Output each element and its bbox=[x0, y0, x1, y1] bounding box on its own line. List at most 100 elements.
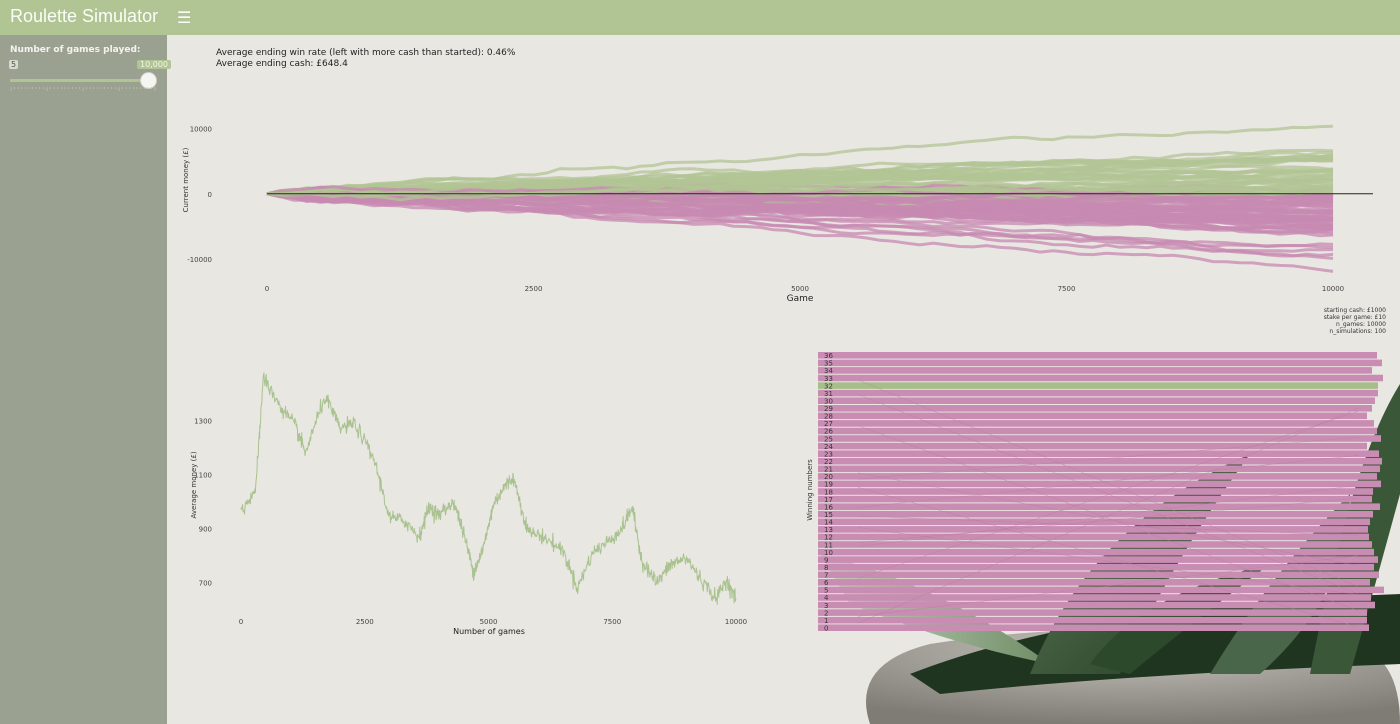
simulation-path bbox=[266, 184, 1334, 213]
winning-number-bar bbox=[818, 510, 1373, 518]
y-tick-label: 900 bbox=[199, 526, 212, 534]
winning-number-bar bbox=[818, 397, 1375, 404]
simulation-path bbox=[266, 155, 1334, 198]
y-tick-label: 700 bbox=[199, 580, 212, 588]
winning-number-label: 2 bbox=[824, 609, 828, 617]
winning-number-bar bbox=[818, 624, 1369, 631]
x-tick-label: 10000 bbox=[725, 618, 747, 626]
x-tick-label: 5000 bbox=[791, 285, 809, 293]
x-tick-label: 0 bbox=[239, 618, 243, 626]
winning-number-bar bbox=[818, 359, 1382, 367]
winning-numbers-chart: 0123456789101112131415161718192021222324… bbox=[806, 352, 1384, 633]
param-stake: stake per game: £10 bbox=[1323, 314, 1386, 321]
app-header: Roulette Simulator ☰ bbox=[0, 0, 1400, 35]
simulation-path bbox=[266, 192, 1334, 273]
winning-number-label: 5 bbox=[824, 587, 828, 595]
winning-number-bar bbox=[818, 427, 1377, 435]
winning-number-bar bbox=[818, 457, 1382, 465]
winning-number-bar bbox=[818, 450, 1379, 457]
bar-overlay-line bbox=[857, 497, 1359, 543]
winning-number-bar bbox=[818, 352, 1377, 359]
bar-overlay-line bbox=[857, 527, 1359, 595]
winning-number-bar bbox=[818, 548, 1374, 556]
param-n-simulations: n_simulations: 100 bbox=[1329, 328, 1386, 335]
bar-overlay-line bbox=[857, 472, 1359, 566]
bar-overlay-line bbox=[857, 425, 1359, 611]
winning-number-label: 4 bbox=[824, 594, 829, 602]
bar-overlay-line bbox=[857, 411, 1359, 579]
games-slider-track[interactable] bbox=[10, 79, 155, 82]
slider-ticks bbox=[10, 87, 156, 91]
games-slider-label: Number of games played: bbox=[10, 45, 141, 55]
winning-number-label: 32 bbox=[824, 382, 833, 390]
winning-number-bar bbox=[818, 609, 1367, 616]
winning-number-label: 7 bbox=[824, 572, 828, 580]
winning-number-label: 19 bbox=[824, 481, 833, 489]
x-tick-label: 7500 bbox=[603, 618, 621, 626]
winning-number-bar bbox=[818, 389, 1378, 397]
y-tick-label: 0 bbox=[208, 191, 212, 199]
hamburger-icon[interactable]: ☰ bbox=[177, 8, 192, 27]
winning-number-bar bbox=[818, 473, 1377, 480]
winning-number-bar bbox=[818, 480, 1381, 488]
winning-number-label: 30 bbox=[824, 398, 833, 406]
win-rate-text: Average ending win rate (left with more … bbox=[216, 48, 516, 58]
y-tick-label: 1100 bbox=[194, 472, 212, 480]
y-ticks: 1300 1100 900 700 bbox=[194, 418, 212, 588]
x-ticks: 0 2500 5000 7500 10000 bbox=[239, 618, 747, 626]
winning-number-bar bbox=[818, 533, 1369, 541]
winning-number-label: 22 bbox=[824, 458, 833, 466]
winning-number-bar bbox=[818, 594, 1371, 601]
winning-number-bar bbox=[818, 367, 1372, 374]
x-ticks: 0 2500 5000 7500 10000 bbox=[265, 285, 1344, 293]
winning-number-label: 11 bbox=[824, 541, 833, 549]
winning-number-label: 9 bbox=[824, 556, 828, 564]
x-tick-label: 2500 bbox=[525, 285, 543, 293]
bar-overlay-line bbox=[857, 455, 1359, 508]
sidebar: Number of games played: 5 10,000 bbox=[0, 35, 171, 724]
param-starting-cash: starting cash: £1000 bbox=[1323, 307, 1386, 314]
winning-number-bars bbox=[818, 352, 1384, 631]
y-tick-label: 1300 bbox=[194, 418, 212, 426]
winning-number-label: 24 bbox=[824, 443, 833, 451]
winning-number-label: 29 bbox=[824, 405, 833, 413]
games-slider-handle[interactable] bbox=[140, 72, 157, 89]
games-slider-fill bbox=[10, 79, 155, 82]
winning-number-bar bbox=[818, 465, 1380, 473]
winning-number-bar bbox=[818, 541, 1372, 548]
winning-number-bar bbox=[818, 526, 1368, 533]
winning-number-bar bbox=[818, 616, 1367, 624]
winning-number-label: 3 bbox=[824, 602, 828, 610]
slider-value-label: 10,000 bbox=[137, 60, 171, 69]
x-tick-label: 0 bbox=[265, 285, 269, 293]
x-tick-label: 2500 bbox=[356, 618, 374, 626]
winning-number-label: 31 bbox=[824, 390, 833, 398]
winning-number-bar bbox=[818, 571, 1379, 579]
winning-number-label: 34 bbox=[824, 367, 833, 375]
winning-number-bar bbox=[818, 420, 1374, 427]
winning-number-label: 26 bbox=[824, 428, 833, 436]
winning-number-label: 36 bbox=[824, 352, 833, 360]
winning-number-bar bbox=[818, 405, 1372, 412]
winning-number-bar bbox=[818, 488, 1373, 495]
winning-number-bar bbox=[818, 374, 1383, 382]
x-tick-label: 5000 bbox=[480, 618, 498, 626]
y-tick-label: 10000 bbox=[190, 126, 212, 134]
bar-overlay-line bbox=[857, 487, 1359, 628]
bar-overlay-line bbox=[857, 379, 1359, 587]
winning-number-bar bbox=[818, 563, 1374, 571]
x-tick-label: 7500 bbox=[1058, 285, 1076, 293]
app-title: Roulette Simulator bbox=[10, 6, 159, 26]
winning-number-labels: 0123456789101112131415161718192021222324… bbox=[824, 352, 833, 632]
y-axis-label: Current money (£) bbox=[182, 147, 190, 212]
winning-number-label: 1 bbox=[824, 617, 828, 625]
winning-number-label: 6 bbox=[824, 579, 829, 587]
simulation-paths bbox=[266, 124, 1334, 273]
summary-stats: Average ending win rate (left with more … bbox=[216, 48, 515, 70]
winning-number-bar bbox=[818, 442, 1367, 450]
x-axis-label: Game bbox=[787, 294, 814, 304]
y-ticks: 10000 0 -10000 bbox=[187, 126, 212, 264]
winning-number-label: 0 bbox=[824, 625, 828, 633]
winning-number-label: 35 bbox=[824, 360, 833, 368]
bar-overlay-line bbox=[857, 394, 1359, 595]
